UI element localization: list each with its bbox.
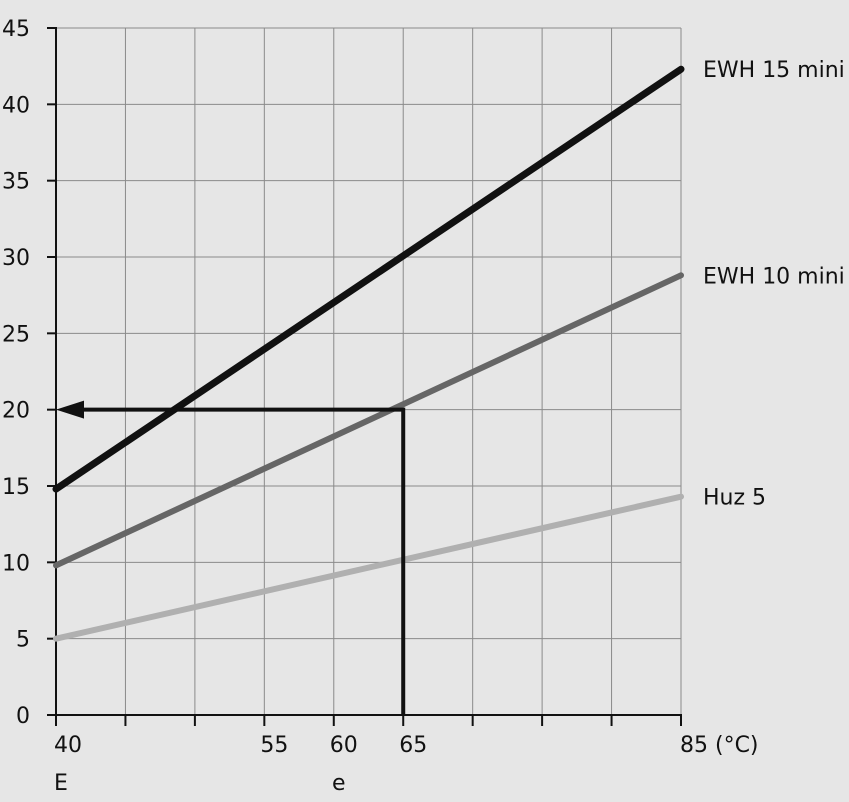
series-label: Huz 5: [703, 486, 766, 511]
x-tick-label: 40: [54, 733, 82, 758]
y-tick-label: 35: [2, 170, 30, 195]
series-line: [53, 272, 684, 569]
arrow-head: [56, 400, 84, 419]
x-sub-label: E: [54, 771, 68, 796]
x-sub-label: e: [332, 771, 346, 796]
x-tick-label: 85 (°C): [680, 733, 759, 758]
series-label: EWH 10 mini: [703, 264, 845, 289]
x-tick-label: 65: [399, 733, 427, 758]
series-lines: [52, 65, 685, 642]
y-tick-label: 20: [2, 399, 30, 424]
x-tick-label: 55: [260, 733, 288, 758]
x-tick-label: 60: [330, 733, 358, 758]
series-line: [53, 493, 684, 642]
y-tick-label: 10: [2, 551, 30, 576]
y-tick-label: 15: [2, 475, 30, 500]
y-tick-label: 0: [16, 704, 30, 729]
y-tick-label: 25: [2, 322, 30, 347]
labels: EWH 15 mini EWH 10 mini Huz 5 0 5 10 15 20 25 30 3…: [2, 17, 845, 796]
y-tick-label: 5: [16, 628, 30, 653]
y-tick-label: 30: [2, 246, 30, 271]
y-tick-label: 40: [2, 93, 30, 118]
series-line: [52, 65, 685, 493]
y-tick-label: 45: [2, 17, 30, 42]
example-path-line: [80, 407, 406, 715]
series-label: EWH 15 mini: [703, 58, 845, 83]
axes: [47, 27, 682, 726]
example-path: [56, 400, 406, 715]
